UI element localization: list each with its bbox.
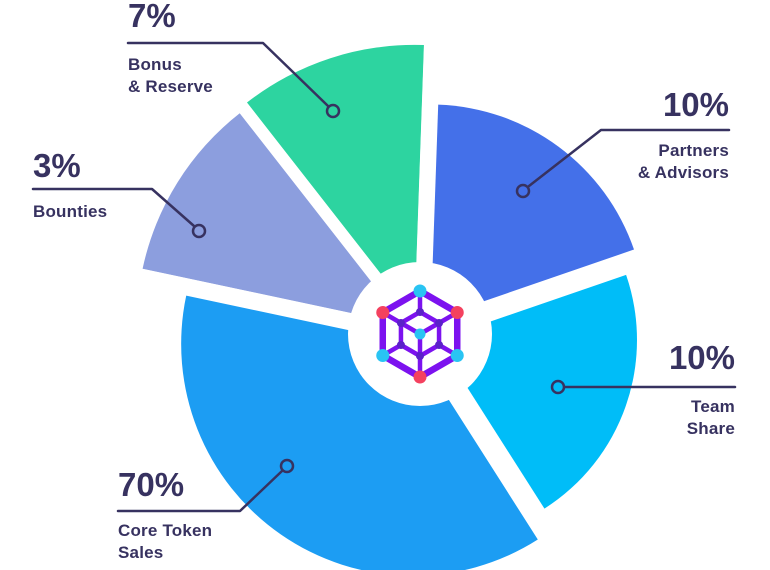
logo-node-inner [396, 341, 405, 349]
pct-label-team-share: 10% [669, 339, 735, 376]
pct-label-bounties: 3% [33, 147, 81, 184]
leader-marker-core-token-sales [279, 458, 295, 474]
pct-label-bonus-reserve: 7% [128, 0, 176, 34]
leader-line-bonus-reserve [126, 41, 330, 108]
leader-line-bounties [31, 187, 196, 228]
slice-core-token-sales [181, 295, 538, 570]
callout-partners-advisors: 10% Partners & Advisors [515, 86, 731, 199]
pct-label-partners-advisors: 10% [663, 86, 729, 123]
logo-node-inner [416, 308, 424, 316]
label-bonus-reserve-line2: & Reserve [128, 77, 213, 96]
slice-partners-advisors [430, 104, 634, 320]
logo-node-center [414, 328, 426, 340]
label-partners-advisors-line1: Partners [658, 141, 729, 160]
logo-node-red [413, 370, 427, 384]
logo-node-cyan [413, 284, 427, 298]
leader-marker-bounties [191, 223, 207, 239]
pct-label-core-token-sales: 70% [118, 466, 184, 503]
slice-bounties [142, 113, 405, 325]
logo-node-red [376, 306, 390, 319]
callout-core-token-sales: 70% Core Token Sales [116, 458, 295, 562]
leader-line-core-token-sales [116, 469, 284, 513]
label-bonus-reserve-line1: Bonus [128, 55, 182, 74]
leader-line-partners-advisors [527, 128, 731, 188]
logo-node-cyan [450, 349, 464, 362]
logo-node-inner [435, 341, 444, 349]
label-bounties-line1: Bounties [33, 202, 107, 221]
logo-node-cyan [376, 349, 390, 362]
label-core-token-sales-line2: Sales [118, 543, 163, 562]
callout-bonus-reserve: 7% Bonus & Reserve [126, 0, 341, 119]
logo-node-inner [396, 319, 405, 327]
label-team-share-line1: Team [691, 397, 735, 416]
logo-node-inner [416, 352, 424, 360]
slice-bonus-reserve [246, 44, 424, 317]
label-team-share-line2: Share [687, 419, 735, 438]
logo-node-inner [435, 319, 444, 327]
network-logo-icon [376, 284, 464, 384]
logo-node-red [450, 306, 464, 319]
callout-bounties: 3% Bounties [31, 147, 207, 239]
leader-marker-bonus-reserve [325, 103, 341, 119]
label-core-token-sales-line1: Core Token [118, 521, 212, 540]
leader-marker-partners-advisors [515, 183, 531, 199]
callout-team-share: 10% Team Share [550, 339, 737, 438]
leader-marker-team-share [550, 379, 566, 395]
label-partners-advisors-line2: & Advisors [638, 163, 729, 182]
